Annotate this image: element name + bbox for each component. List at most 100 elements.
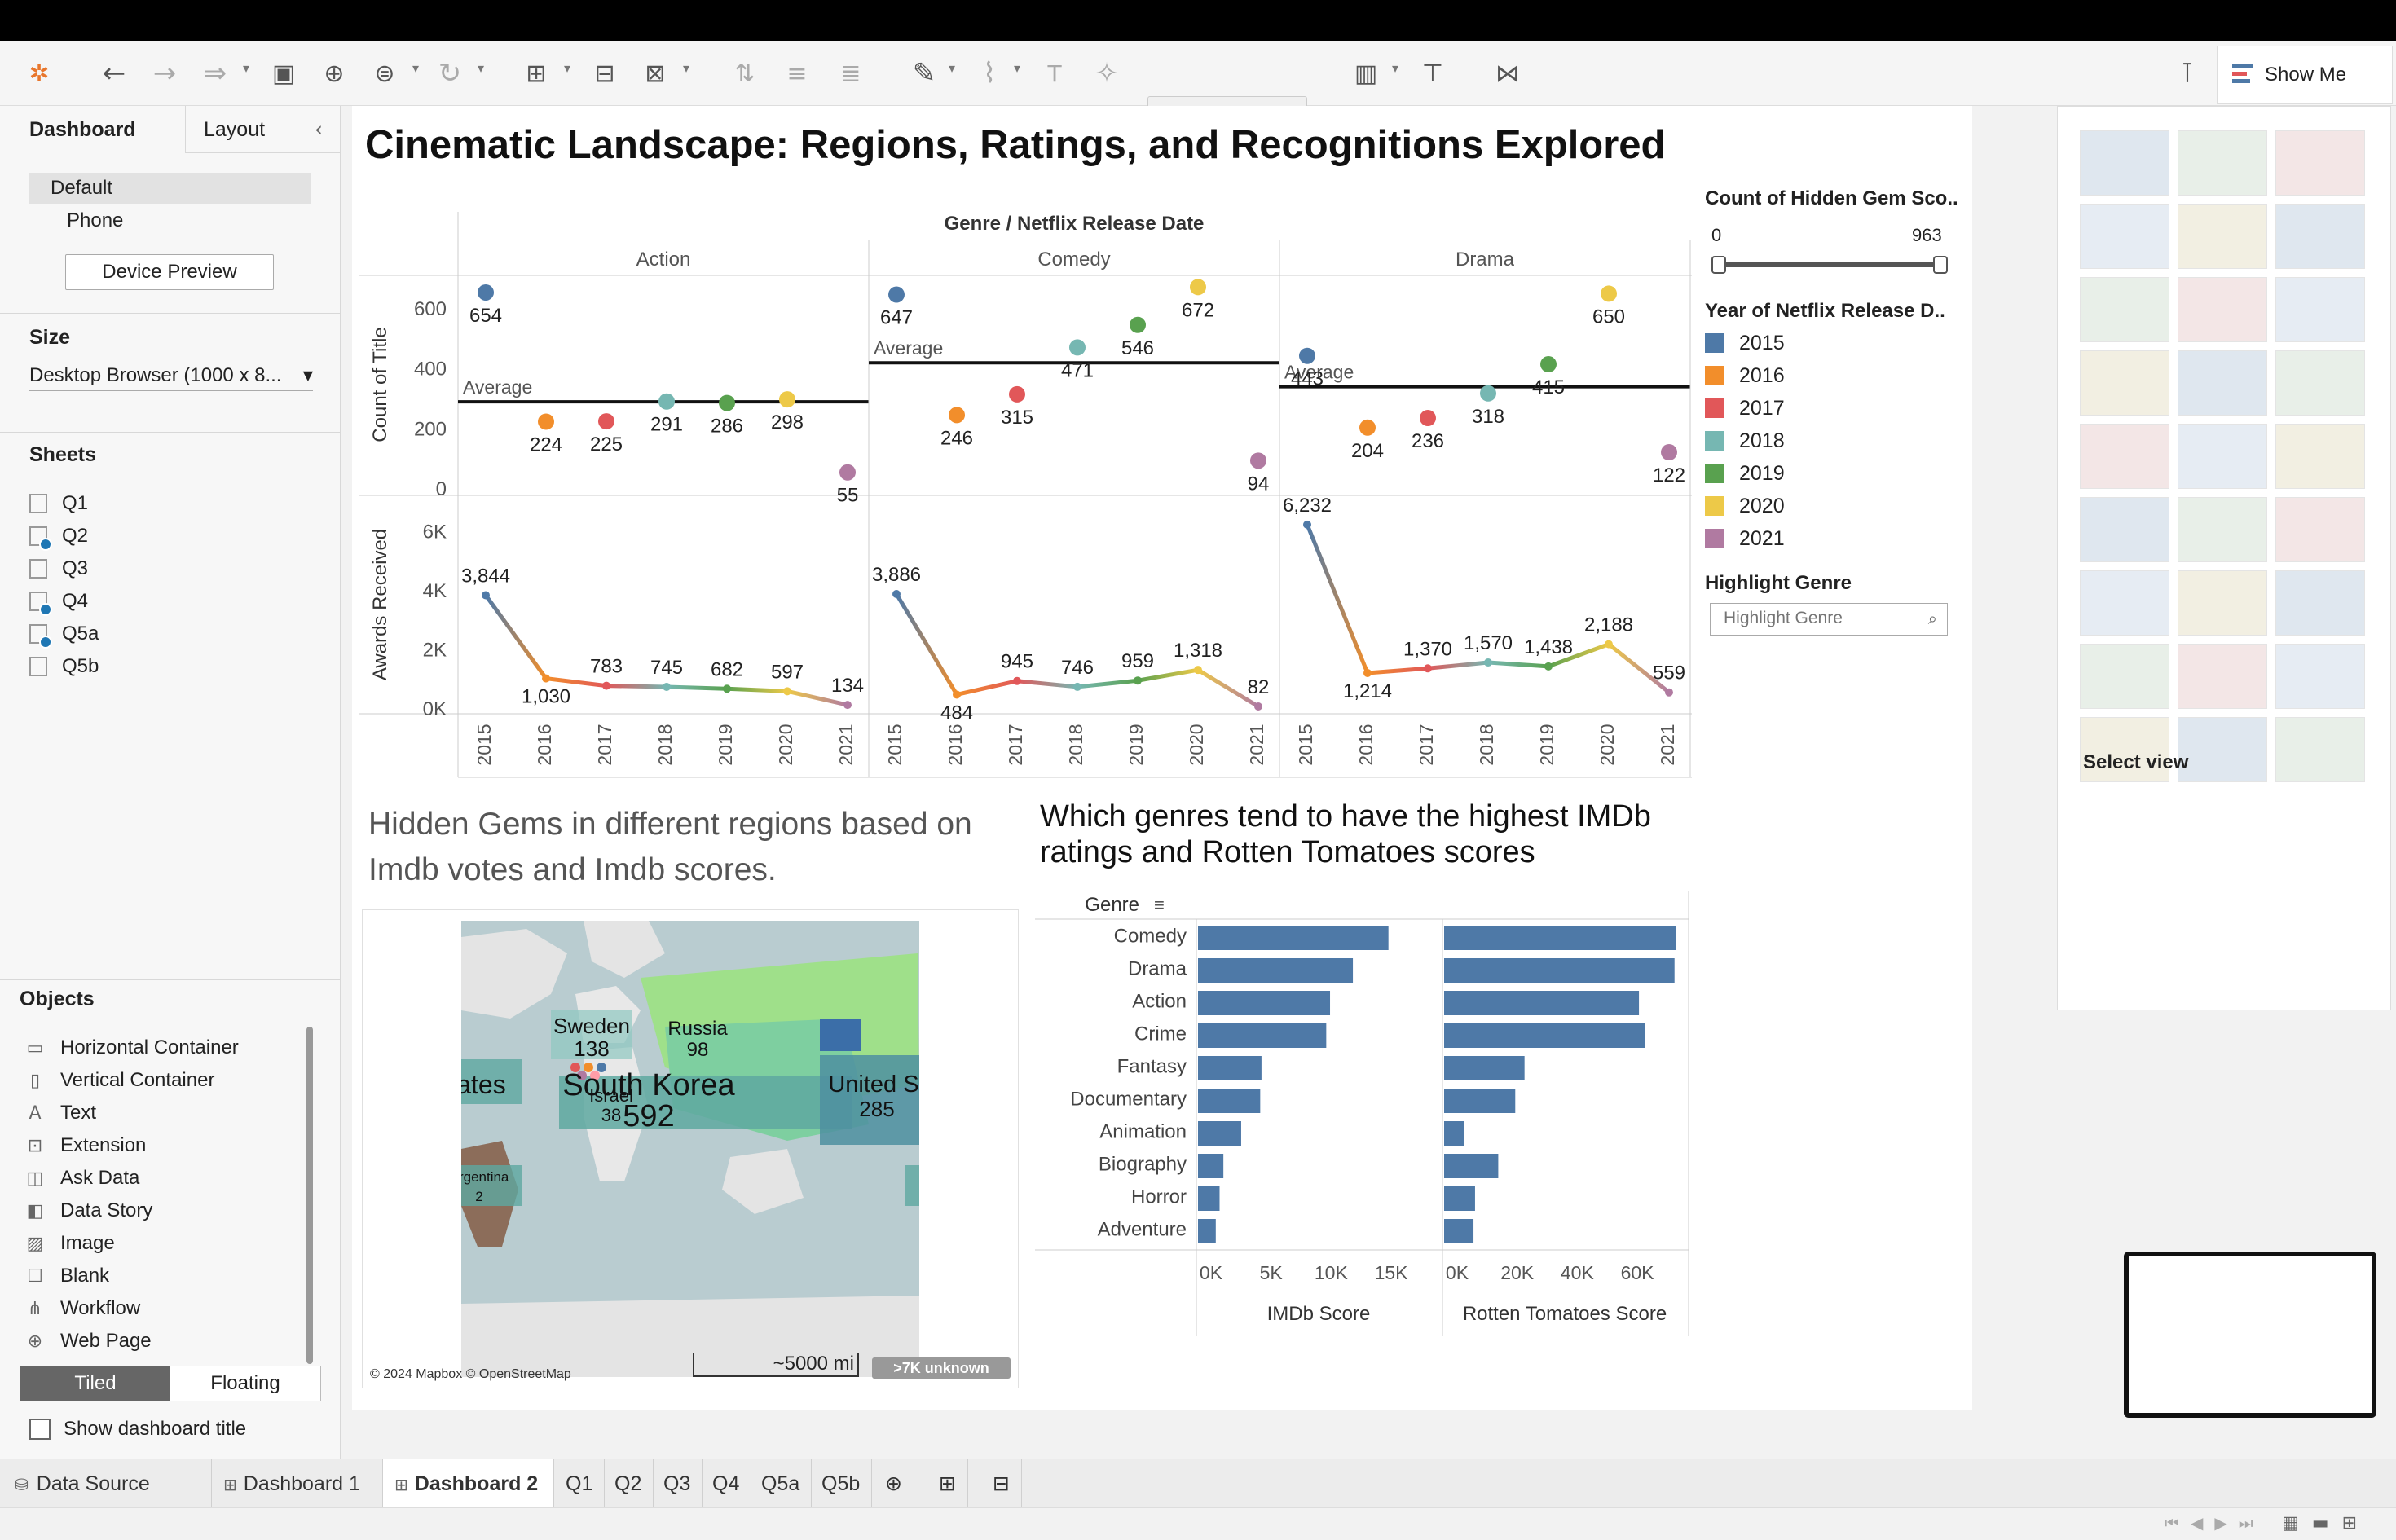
new-worksheet-icon[interactable]: ⊞ <box>526 59 547 88</box>
line-point[interactable] <box>1424 664 1432 673</box>
show-me-chart-option[interactable] <box>2275 424 2365 489</box>
scatter-point[interactable] <box>1480 385 1496 402</box>
show-me-chart-option[interactable] <box>2080 644 2169 709</box>
bar[interactable] <box>1198 958 1354 983</box>
line-point[interactable] <box>892 589 901 598</box>
highlight-genre-search[interactable]: ⌕ <box>1710 603 1948 636</box>
replay-icon[interactable]: ⇒ <box>203 57 227 90</box>
object-extension[interactable]: ⊡ Extension <box>24 1131 147 1160</box>
range-slider-max-handle[interactable] <box>1933 256 1948 274</box>
refresh-dropdown-icon[interactable]: ▾ <box>478 60 485 76</box>
legend-item[interactable]: 2020 <box>1705 494 1785 518</box>
region-block[interactable] <box>551 1010 632 1059</box>
swap-icon[interactable]: ⇅ <box>734 59 755 88</box>
scatter-point[interactable] <box>1190 279 1206 296</box>
line-point[interactable] <box>663 682 671 691</box>
sheet-item[interactable]: Q2 <box>29 521 88 551</box>
objects-scrollbar[interactable] <box>306 1027 313 1364</box>
show-me-chart-option[interactable] <box>2080 350 2169 416</box>
scatter-point[interactable] <box>1601 285 1617 302</box>
bar[interactable] <box>1198 1023 1327 1048</box>
share-icon[interactable]: ⋈ <box>1495 59 1520 88</box>
sort-ascending-icon[interactable]: ≡ <box>786 59 808 88</box>
object-vertical-container[interactable]: ▯ Vertical Container <box>24 1066 215 1095</box>
line-point[interactable] <box>1665 688 1673 697</box>
pin-icon[interactable]: ✧ <box>1094 57 1119 90</box>
device-default[interactable]: Default <box>29 173 311 204</box>
bar[interactable] <box>1198 1186 1220 1211</box>
bar[interactable] <box>1198 1089 1261 1113</box>
show-me-chart-option[interactable] <box>2178 644 2267 709</box>
new-dashboard-tab-icon[interactable]: ⊞ <box>927 1459 968 1508</box>
legend-item[interactable]: 2018 <box>1705 429 1785 453</box>
show-me-chart-option[interactable] <box>2178 277 2267 342</box>
show-me-chart-option[interactable] <box>2178 497 2267 562</box>
sort-descending-icon[interactable]: ≣ <box>840 59 861 88</box>
object-ask-data[interactable]: ◫ Ask Data <box>24 1164 140 1193</box>
scatter-point[interactable] <box>888 286 905 303</box>
tab-dashboard-1[interactable]: ⊞ Dashboard 1 <box>212 1459 383 1508</box>
show-cards-dropdown-icon[interactable]: ▾ <box>1392 60 1399 76</box>
show-me-chart-option[interactable] <box>2275 717 2365 782</box>
region-marker[interactable] <box>590 1071 600 1080</box>
sheet-navigation-icon[interactable]: ⏮◀▶⏭ <box>2165 1513 2265 1533</box>
range-slider-min-handle[interactable] <box>1711 256 1726 274</box>
show-me-chart-option[interactable] <box>2275 204 2365 269</box>
tableau-logo-icon[interactable]: ✲ <box>29 59 50 88</box>
tab-q3[interactable]: Q3 <box>652 1459 703 1508</box>
bar[interactable] <box>1444 1121 1464 1146</box>
tiled-button[interactable]: Tiled <box>20 1366 170 1401</box>
tab-data-source[interactable]: ⛁ Data Source <box>0 1459 212 1508</box>
region-marker[interactable] <box>570 1063 580 1072</box>
scatter-point[interactable] <box>949 407 965 424</box>
tab-q4[interactable]: Q4 <box>701 1459 752 1508</box>
scatter-point[interactable] <box>1009 385 1025 403</box>
legend-item[interactable]: 2019 <box>1705 461 1785 486</box>
show-me-chart-option[interactable] <box>2275 497 2365 562</box>
object-blank[interactable]: ☐ Blank <box>24 1261 109 1291</box>
line-point[interactable] <box>602 681 610 690</box>
view-mode-icon[interactable]: ▦▬⊞ <box>2282 1513 2371 1533</box>
sheet-item[interactable]: Q5b <box>29 652 99 681</box>
region-block[interactable] <box>461 1059 522 1104</box>
sheet-item[interactable]: Q4 <box>29 587 88 616</box>
region-marker[interactable] <box>597 1063 606 1072</box>
region-block[interactable] <box>461 1165 522 1206</box>
bar[interactable] <box>1444 1023 1645 1048</box>
line-point[interactable] <box>1303 520 1311 529</box>
bar[interactable] <box>1198 1219 1216 1243</box>
show-me-chart-option[interactable] <box>2080 424 2169 489</box>
tab-q5a[interactable]: Q5a <box>750 1459 813 1508</box>
line-point[interactable] <box>1484 658 1492 667</box>
device-preview-button[interactable]: Device Preview <box>65 254 274 290</box>
format-painter-icon[interactable]: ⊺ <box>2180 57 2195 90</box>
show-me-chart-option[interactable] <box>2178 570 2267 636</box>
floating-button[interactable]: Floating <box>170 1366 320 1401</box>
show-me-chart-option[interactable] <box>2178 424 2267 489</box>
tab-q1[interactable]: Q1 <box>554 1459 606 1508</box>
legend-item[interactable]: 2016 <box>1705 363 1785 388</box>
group-icon[interactable]: ⌇ <box>982 57 997 90</box>
presentation-icon[interactable]: ⊤ <box>1421 59 1444 88</box>
scatter-point[interactable] <box>1540 356 1557 373</box>
show-me-chart-option[interactable] <box>2080 717 2169 782</box>
scatter-point[interactable] <box>1359 419 1376 436</box>
line-point[interactable] <box>783 687 791 696</box>
show-me-chart-option[interactable] <box>2080 204 2169 269</box>
pause-updates-icon[interactable]: ⊜ <box>374 59 395 88</box>
line-point[interactable] <box>1194 666 1202 675</box>
range-slider-track[interactable] <box>1716 262 1945 267</box>
region-block[interactable] <box>559 1076 852 1129</box>
new-data-source-icon[interactable]: ⊕ <box>324 59 345 88</box>
show-me-chart-option[interactable] <box>2080 130 2169 196</box>
scatter-point[interactable] <box>779 391 795 408</box>
scatter-point[interactable] <box>1661 444 1677 461</box>
genre-bar-chart[interactable]: Genre ≡ Comedy Drama Action Crime Fantasy Docum… <box>1032 888 1700 1344</box>
line-point[interactable] <box>843 701 852 710</box>
line-point[interactable] <box>723 684 731 693</box>
line-point[interactable] <box>482 591 490 600</box>
redo-icon[interactable]: → <box>152 57 177 90</box>
highlight-icon[interactable]: ✎ <box>912 57 936 90</box>
line-point[interactable] <box>1254 702 1262 711</box>
tab-q5b[interactable]: Q5b <box>810 1459 873 1508</box>
